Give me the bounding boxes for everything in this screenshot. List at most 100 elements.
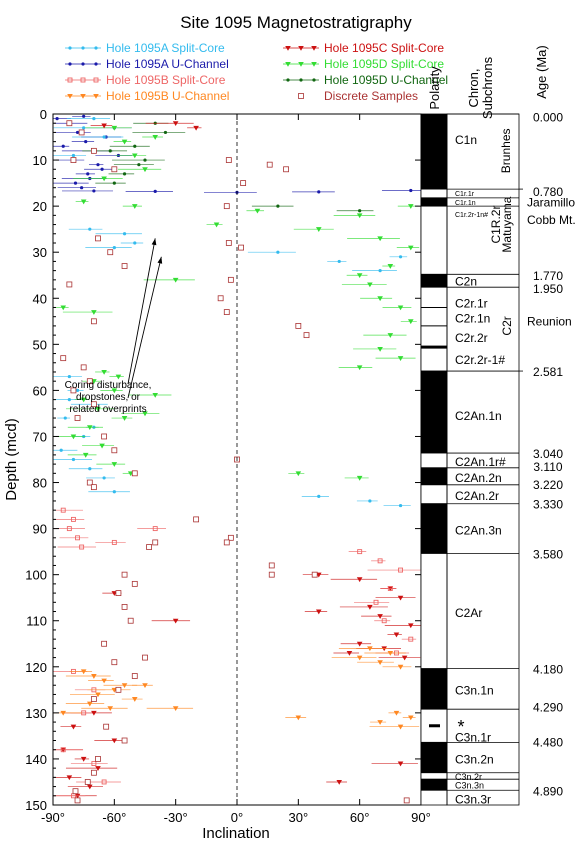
chron-label: C3n.3r [455, 792, 491, 806]
polarity-zone-reversed [420, 789, 448, 806]
data-point [398, 503, 403, 508]
chron-label: C1r.1r [455, 191, 475, 198]
data-point [137, 163, 141, 167]
data-point [99, 443, 105, 449]
y-tick-label: 80 [33, 476, 47, 491]
y-tick-label: 10 [33, 153, 47, 168]
data-point [295, 323, 302, 329]
data-point [268, 571, 275, 578]
data-point [131, 153, 138, 159]
polarity-zone-normal [420, 370, 448, 454]
polarity-column: Polarity * [420, 66, 465, 806]
data-point [142, 167, 148, 173]
data-point [152, 539, 159, 546]
data-point [80, 397, 87, 403]
data-point [356, 641, 363, 647]
data-point [115, 590, 122, 596]
data-point [91, 761, 97, 766]
epoch-label: Matuyama [500, 196, 514, 252]
data-point [78, 129, 85, 136]
legend-marker [298, 93, 304, 99]
data-point [101, 123, 107, 129]
data-point [80, 756, 87, 762]
data-point [103, 723, 110, 730]
annotation-text-line: dropstones, or [76, 392, 141, 403]
data-point [377, 558, 383, 564]
legend-item: Hole 1095C Split-Core [283, 41, 444, 55]
data-point [227, 534, 234, 541]
data-point [60, 355, 67, 362]
legend-marker [286, 78, 290, 82]
chron-label: C1n [455, 133, 477, 147]
data-point [225, 240, 232, 246]
data-point [377, 660, 383, 665]
epoch-label: Brunhes [499, 129, 513, 174]
data-point [381, 618, 387, 624]
age-value: 0.780 [533, 185, 563, 199]
data-point [377, 236, 383, 242]
chart-title: Site 1095 Magnetostratigraphy [180, 13, 412, 32]
polarity-subchron-band [421, 345, 447, 349]
data-point [397, 724, 404, 730]
data-point [111, 447, 118, 454]
chron-title-part: Subchrons [480, 56, 495, 119]
legend-label: Discrete Samples [324, 89, 418, 103]
data-point [61, 144, 65, 148]
data-point [87, 784, 93, 790]
chron-label: C2An.1n [455, 409, 502, 423]
data-point [356, 213, 363, 219]
chron-label: C2Ar [455, 606, 482, 620]
data-point [95, 692, 101, 698]
event-label: Jaramillo [527, 196, 575, 210]
data-point [121, 604, 128, 610]
series-hole-1095b-u-channel [53, 646, 420, 730]
data-point [87, 425, 93, 431]
legend-item: Hole 1095D U-Channel [283, 73, 448, 87]
data-point [90, 696, 97, 702]
data-point [87, 701, 93, 707]
chron-label: C3n.1r [455, 731, 491, 745]
data-point [101, 678, 107, 684]
data-point [84, 140, 88, 144]
age-value: 1.950 [533, 282, 563, 296]
data-point [373, 599, 379, 605]
data-point [82, 114, 86, 118]
legend-item: Discrete Samples [298, 89, 418, 103]
data-point [152, 526, 158, 532]
data-point [217, 295, 224, 302]
epoch-label: C1R.2r [489, 206, 503, 244]
data-point [121, 416, 128, 421]
data-point [381, 646, 387, 652]
data-point [74, 797, 81, 804]
legend-marker [81, 46, 85, 50]
data-point [131, 673, 138, 679]
legend-marker [311, 62, 317, 67]
age-value: 4.480 [533, 735, 563, 749]
legend-item: Hole 1095D Split-Core [283, 57, 444, 71]
chron-label: C2An.3n [455, 523, 502, 537]
data-point [102, 135, 106, 139]
y-tick-label: 60 [33, 383, 47, 398]
data-point [397, 664, 404, 670]
data-point [121, 263, 128, 269]
data-point [101, 779, 107, 785]
series-layer [53, 114, 421, 804]
data-point [101, 176, 107, 182]
data-point [346, 650, 353, 656]
data-point [407, 204, 414, 209]
chron-column-title-text: Chron,Subchrons [466, 56, 495, 119]
data-point [407, 319, 414, 325]
data-point [142, 654, 148, 661]
legend-marker [285, 46, 291, 51]
annotation-arrowhead [151, 238, 157, 246]
legend-marker [93, 77, 99, 83]
data-point [142, 683, 148, 689]
chron-label: C3n.3n [455, 780, 484, 790]
age-column-title: Age (Ma) [534, 45, 549, 98]
data-point [409, 188, 413, 193]
data-point [368, 499, 372, 503]
legend-marker [67, 94, 73, 99]
data-point [122, 232, 127, 236]
data-point [91, 710, 97, 716]
